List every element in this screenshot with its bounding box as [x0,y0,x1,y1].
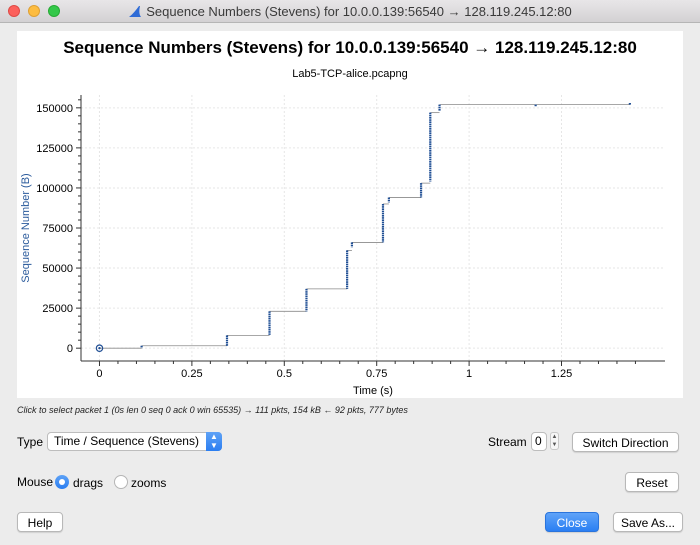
x-tick-label: 0.75 [366,368,387,380]
x-tick-label: 1 [466,368,472,380]
x-tick-label: 1.25 [551,368,572,380]
stream-stepper[interactable]: ▲ ▼ [550,432,559,450]
window-title: Sequence Numbers (Stevens) for 10.0.0.13… [0,4,700,21]
stream-label: Stream [488,435,527,449]
status-hint: Click to select packet 1 (0s len 0 seq 0… [17,405,408,415]
reset-button[interactable]: Reset [625,472,679,492]
x-axis-label: Time (s) [353,385,393,397]
plot-panel[interactable]: Sequence Numbers (Stevens) for 10.0.0.13… [17,31,683,398]
y-tick-label: 50000 [42,263,73,275]
drags-radio[interactable] [55,475,69,489]
zoom-window-button[interactable] [48,5,60,17]
y-tick-label: 25000 [42,303,73,315]
y-tick-label: 0 [67,343,73,355]
chevron-updown-icon: ▲ ▼ [206,432,222,451]
close-window-button[interactable] [8,5,20,17]
selected-point-marker [95,344,104,352]
chart-title: Sequence Numbers (Stevens) for 10.0.0.13… [63,38,637,57]
window-title-text: Sequence Numbers (Stevens) for 10.0.0.13… [146,4,572,19]
window-titlebar: Sequence Numbers (Stevens) for 10.0.0.13… [0,0,700,23]
sequence-plot[interactable]: 0 0.25 0.5 0.75 1 1.25 0 25000 50000 75000 100000 1… [17,31,683,398]
y-tick-label: 125000 [36,143,73,155]
zooms-radio[interactable] [114,475,128,489]
zooms-label[interactable]: zooms [131,476,167,490]
graph-type-select[interactable]: Time / Sequence (Stevens) ▲ ▼ [47,432,222,451]
graph-type-value: Time / Sequence (Stevens) [54,434,199,448]
save-as-button[interactable]: Save As... [613,512,683,532]
minimize-window-button[interactable] [28,5,40,17]
x-tick-label: 0.5 [277,368,292,380]
drags-label[interactable]: drags [73,476,104,490]
stream-value: 0 [535,434,542,448]
switch-direction-button[interactable]: Switch Direction [572,432,679,452]
chart-subtitle: Lab5-TCP-alice.pcapng [292,68,408,80]
x-tick-label: 0.25 [181,368,202,380]
data-point [98,346,101,350]
y-tick-label: 150000 [36,103,73,115]
radio-dot-icon [59,479,65,485]
type-label: Type [17,435,44,449]
mouse-label: Mouse [17,475,54,489]
y-axis-label: Sequence Number (B) [20,173,32,282]
stream-input[interactable]: 0 [531,432,547,451]
y-tick-label: 100000 [36,183,73,195]
y-tick-label: 75000 [42,223,73,235]
help-button[interactable]: Help [17,512,63,532]
close-button[interactable]: Close [545,512,599,532]
x-tick-label: 0 [96,368,102,380]
wireshark-fin-icon [128,5,142,21]
